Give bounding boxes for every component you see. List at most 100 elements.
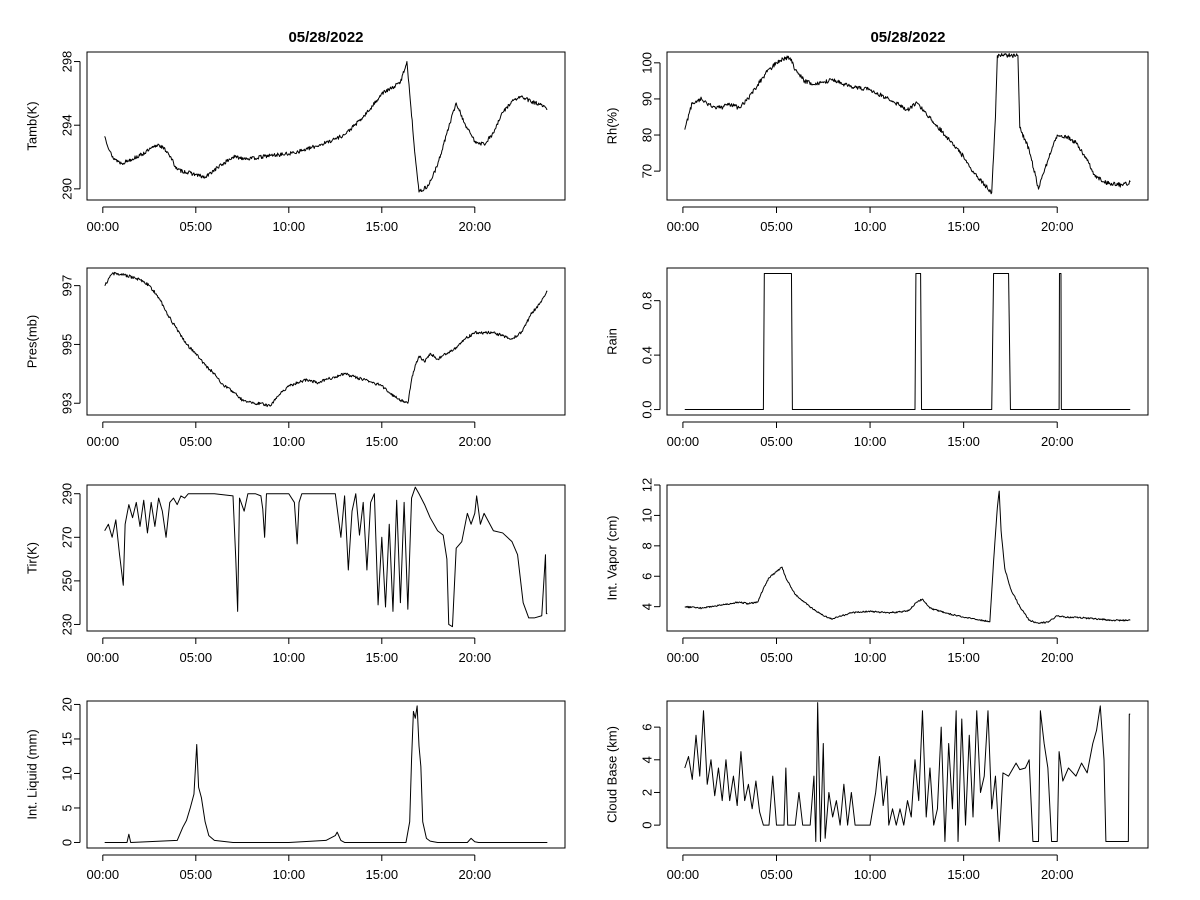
series-line (104, 271, 548, 408)
y-tick-label: 993 (60, 392, 75, 414)
series-line (684, 490, 1131, 624)
x-tick-label: 05:00 (180, 219, 213, 234)
left-column-title: 05/28/2022 (288, 29, 363, 46)
x-tick-label: 10:00 (273, 219, 306, 234)
y-axis-title: Int. Liquid (mm) (25, 729, 40, 819)
y-tick-label: 0.0 (640, 401, 655, 419)
x-tick-label: 20:00 (1041, 650, 1074, 665)
x-tick-label: 05:00 (760, 434, 793, 449)
x-tick-label: 00:00 (87, 867, 120, 882)
x-tick-label: 05:00 (760, 867, 793, 882)
plot-frame (666, 700, 1149, 849)
plot-frame (86, 700, 566, 849)
y-axis-title: Rain (605, 328, 620, 355)
y-tick-label: 997 (60, 275, 75, 297)
series-line (684, 702, 1131, 842)
panel-pres-mb: 993 995 997 00:00 05:00 10:00 15:00 20:00 Pres(m… (25, 267, 566, 449)
y-tick-label: 4 (640, 603, 655, 610)
x-tick-label: 00:00 (667, 434, 700, 449)
x-tick-label: 20:00 (459, 219, 492, 234)
x-tick-label: 15:00 (366, 219, 399, 234)
x-tick-label: 10:00 (273, 434, 306, 449)
x-tick-label: 10:00 (854, 867, 887, 882)
y-tick-label: 250 (60, 570, 75, 592)
x-tick-label: 20:00 (1041, 867, 1074, 882)
y-tick-label: 294 (60, 114, 75, 136)
x-tick-label: 05:00 (180, 650, 213, 665)
panel-cloud-base-km: 0 2 4 6 00:00 05:00 10:00 15:00 20:00 Cloud Base … (605, 700, 1149, 882)
panel-rain: 0.0 0.4 0.8 00:00 05:00 10:00 15:00 20:00 Rain (605, 267, 1149, 449)
y-tick-label: 15 (60, 732, 75, 746)
y-axis-title: Tir(K) (25, 542, 40, 574)
x-tick-label: 20:00 (459, 867, 492, 882)
plot-frame (666, 267, 1149, 416)
y-tick-label: 70 (640, 164, 655, 178)
series-line (684, 52, 1131, 195)
series-line (104, 705, 548, 843)
plot-frame (666, 484, 1149, 632)
x-tick-label: 20:00 (1041, 434, 1074, 449)
y-tick-label: 8 (640, 542, 655, 549)
plot-frame (666, 51, 1149, 201)
x-tick-label: 05:00 (760, 219, 793, 234)
y-tick-label: 2 (640, 789, 655, 796)
x-tick-label: 10:00 (273, 650, 306, 665)
x-tick-label: 20:00 (459, 434, 492, 449)
series-line (684, 272, 1131, 411)
y-axis-title: Tamb(K) (25, 101, 40, 150)
x-tick-label: 10:00 (854, 219, 887, 234)
y-tick-label: 100 (640, 52, 655, 74)
x-tick-label: 15:00 (366, 434, 399, 449)
panel-tamb-k: 290 294 298 00:00 05:00 10:00 15:00 20:00 Tamb(K… (25, 51, 566, 234)
series-line (104, 486, 548, 628)
y-axis-title: Int. Vapor (cm) (605, 515, 620, 600)
y-axis-title: Pres(mb) (25, 315, 40, 368)
y-tick-label: 5 (60, 804, 75, 811)
y-tick-label: 0.4 (640, 346, 655, 364)
y-tick-label: 6 (640, 573, 655, 580)
x-tick-label: 15:00 (947, 434, 980, 449)
y-tick-label: 995 (60, 334, 75, 356)
x-tick-label: 05:00 (180, 434, 213, 449)
x-tick-label: 00:00 (667, 867, 700, 882)
y-axis-title: Rh(%) (605, 108, 620, 145)
y-tick-label: 10 (640, 508, 655, 522)
plot-frame (86, 267, 566, 416)
x-tick-label: 15:00 (947, 219, 980, 234)
y-tick-label: 20 (60, 697, 75, 711)
x-tick-label: 15:00 (366, 867, 399, 882)
plot-frame (86, 484, 566, 632)
panel-int-liquid-mm: 0 5 10 15 20 00:00 05:00 10:00 15:00 20:00 Int. Li… (25, 697, 566, 882)
panel-tir-k: 230 250 270 290 00:00 05:00 10:00 15:00 20:00 Tir… (25, 483, 566, 665)
y-tick-label: 6 (640, 724, 655, 731)
y-tick-label: 298 (60, 51, 75, 73)
y-tick-label: 80 (640, 128, 655, 142)
x-tick-label: 20:00 (1041, 219, 1074, 234)
x-tick-label: 15:00 (947, 650, 980, 665)
y-tick-label: 12 (640, 478, 655, 492)
x-tick-label: 10:00 (854, 650, 887, 665)
x-tick-label: 10:00 (854, 434, 887, 449)
x-tick-label: 10:00 (273, 867, 306, 882)
panel-int-vapor-cm: 4 6 8 10 12 00:00 05:00 10:00 15:00 20:00 Int. Vap… (605, 478, 1149, 665)
y-tick-label: 90 (640, 92, 655, 106)
x-tick-label: 05:00 (180, 867, 213, 882)
plot-frame (86, 51, 566, 201)
y-tick-label: 4 (640, 756, 655, 763)
x-tick-label: 05:00 (760, 650, 793, 665)
right-column-title: 05/28/2022 (870, 29, 945, 46)
y-tick-label: 270 (60, 526, 75, 548)
y-tick-label: 10 (60, 766, 75, 780)
x-tick-label: 20:00 (459, 650, 492, 665)
x-tick-label: 15:00 (947, 867, 980, 882)
y-tick-label: 230 (60, 614, 75, 636)
series-line (104, 61, 548, 193)
y-tick-label: 0 (60, 839, 75, 846)
x-tick-label: 00:00 (87, 434, 120, 449)
y-tick-label: 0.8 (640, 292, 655, 310)
y-tick-label: 290 (60, 178, 75, 200)
x-tick-label: 00:00 (667, 219, 700, 234)
x-tick-label: 15:00 (366, 650, 399, 665)
